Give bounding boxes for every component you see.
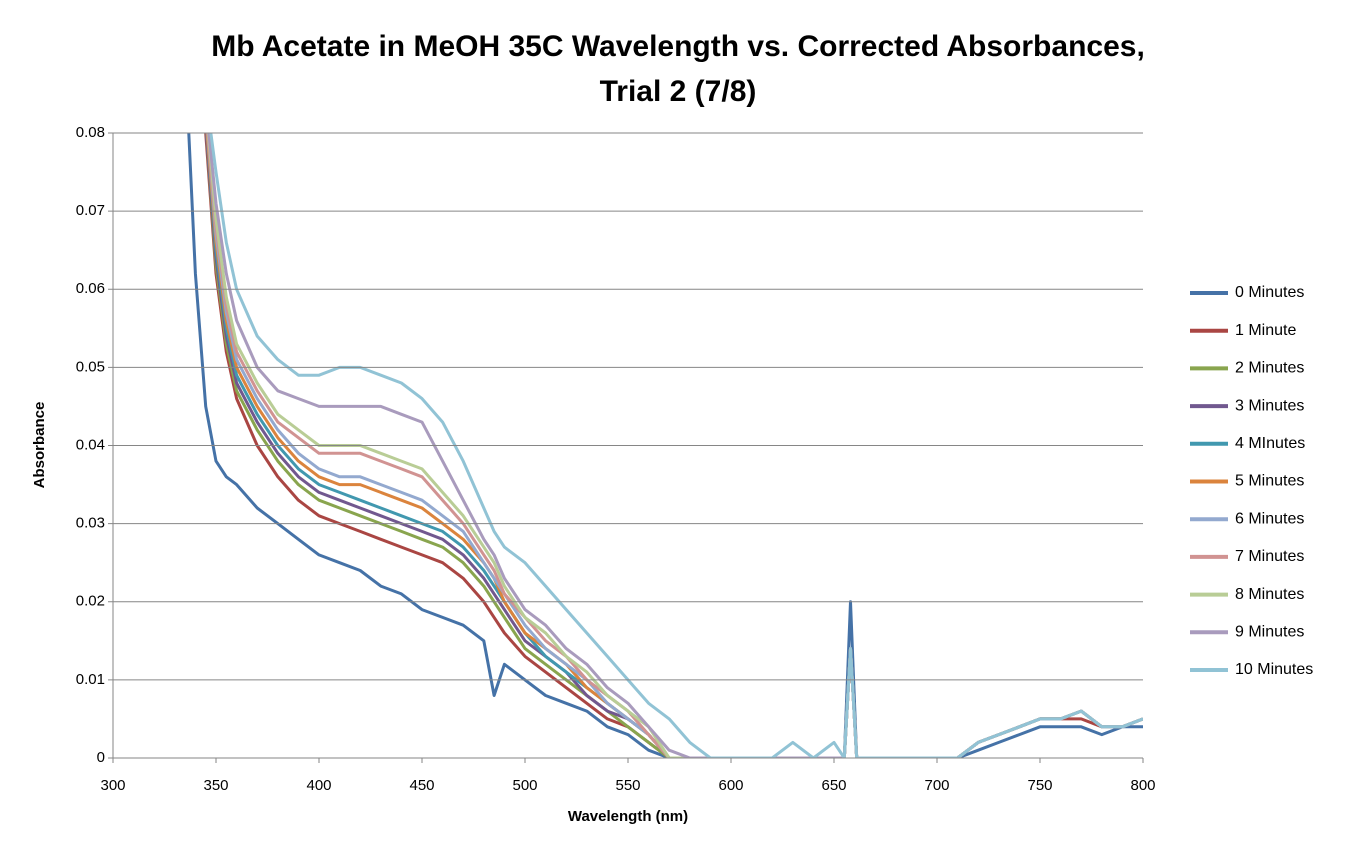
legend-label: 7 Minutes <box>1235 548 1304 565</box>
chart-title: Mb Acetate in MeOH 35C Wavelength vs. Co… <box>211 30 1145 63</box>
legend-label: 9 Minutes <box>1235 624 1304 641</box>
x-tick-label: 650 <box>821 777 846 794</box>
data-line <box>205 133 1143 758</box>
x-tick-label: 300 <box>100 777 125 794</box>
y-tick-label: 0 <box>97 749 105 766</box>
y-tick-label: 0.05 <box>76 358 105 375</box>
data-line <box>187 133 1143 758</box>
x-tick-label: 550 <box>615 777 640 794</box>
x-axis-label: Wavelength (nm) <box>568 808 688 825</box>
data-line <box>206 133 1143 758</box>
x-tick-label: 450 <box>409 777 434 794</box>
data-line <box>206 133 1143 758</box>
legend-label: 1 Minute <box>1235 322 1296 339</box>
data-line <box>204 133 1143 758</box>
x-tick-label: 600 <box>718 777 743 794</box>
y-tick-label: 0.03 <box>76 515 105 532</box>
x-tick-label: 350 <box>203 777 228 794</box>
legend-label: 6 Minutes <box>1235 510 1304 527</box>
y-tick-label: 0.04 <box>76 436 105 453</box>
x-tick-label: 500 <box>512 777 537 794</box>
data-line <box>209 133 1143 758</box>
data-line <box>204 133 1143 758</box>
y-axis-label: Absorbance <box>31 402 48 489</box>
x-tick-label: 700 <box>924 777 949 794</box>
legend-label: 3 Minutes <box>1235 397 1304 414</box>
data-line <box>205 133 1143 758</box>
x-tick-label: 800 <box>1130 777 1155 794</box>
x-tick-label: 750 <box>1027 777 1052 794</box>
data-line <box>207 133 1143 758</box>
legend-label: 0 Minutes <box>1235 284 1304 301</box>
legend-label: 10 Minutes <box>1235 661 1313 678</box>
y-tick-label: 0.07 <box>76 202 105 219</box>
chart-title: Trial 2 (7/8) <box>600 75 757 108</box>
y-tick-label: 0.02 <box>76 593 105 610</box>
y-tick-label: 0.01 <box>76 671 105 688</box>
legend-label: 4 MInutes <box>1235 435 1305 452</box>
plot-area <box>187 133 1143 758</box>
legend-label: 8 Minutes <box>1235 586 1304 603</box>
data-line <box>204 133 1143 758</box>
legend-label: 2 Minutes <box>1235 360 1304 377</box>
y-tick-label: 0.08 <box>76 124 105 141</box>
y-tick-label: 0.06 <box>76 280 105 297</box>
legend-label: 5 Minutes <box>1235 473 1304 490</box>
data-line <box>206 133 1143 758</box>
x-tick-label: 400 <box>306 777 331 794</box>
